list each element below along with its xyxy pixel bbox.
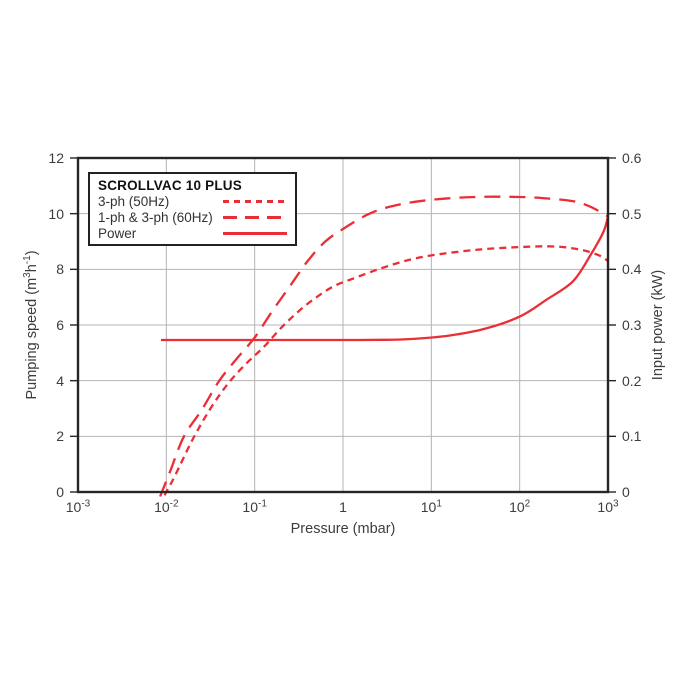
x-tick-label: 10-2	[154, 498, 179, 515]
legend: SCROLLVAC 10 PLUS 3-ph (50Hz) 1-ph & 3-p…	[88, 172, 297, 246]
curve-power	[161, 216, 610, 342]
y-right-tick-label: 0.4	[622, 261, 642, 278]
y-left-tick-label: 10	[48, 205, 64, 222]
legend-item-1ph-3ph-60hz: 1-ph & 3-ph (60Hz)	[98, 210, 287, 225]
x-tick-label: 1	[339, 499, 347, 515]
y-right-tick-label: 0.2	[622, 372, 642, 389]
y-right-tick-label: 0.1	[622, 428, 642, 445]
y-left-tick-label: 4	[56, 372, 64, 389]
y-left-tick-label: 0	[56, 484, 64, 500]
x-tick-label: 10-1	[242, 498, 267, 515]
x-tick-label: 102	[509, 498, 531, 515]
curve-3-ph-50hz	[163, 245, 609, 496]
x-tick-label: 101	[420, 498, 442, 515]
y-left-axis-title: Pumping speed (m3h-1)	[22, 250, 40, 400]
solid-line-sample	[223, 232, 287, 236]
y-left-tick-label: 2	[56, 428, 64, 445]
y-right-tick-label: 0.6	[622, 150, 642, 166]
x-tick-label: 103	[597, 498, 619, 515]
y-right-tick-label: 0.3	[622, 317, 642, 333]
legend-item-label: 1-ph & 3-ph (60Hz)	[98, 210, 213, 226]
legend-item-label: 3-ph (50Hz)	[98, 193, 170, 209]
y-left-tick-label: 8	[56, 261, 64, 278]
long-dash-line-sample	[223, 216, 287, 220]
legend-item-3ph-50hz: 3-ph (50Hz)	[98, 194, 287, 209]
y-left-tick-label: 12	[48, 150, 64, 166]
short-dash-line-sample	[223, 199, 287, 203]
y-left-tick-label: 6	[56, 317, 64, 333]
legend-item-power: Power	[98, 226, 287, 241]
curve-1-ph-3-ph-60hz	[159, 195, 609, 497]
legend-item-label: Power	[98, 226, 137, 242]
y-right-axis-title: Input power (kW)	[650, 269, 666, 381]
x-axis-title: Pressure (mbar)	[290, 521, 396, 537]
y-right-tick-label: 0	[622, 484, 630, 500]
legend-title: SCROLLVAC 10 PLUS	[98, 177, 242, 193]
x-tick-label: 10-3	[65, 498, 91, 515]
y-right-tick-label: 0.5	[622, 205, 642, 222]
